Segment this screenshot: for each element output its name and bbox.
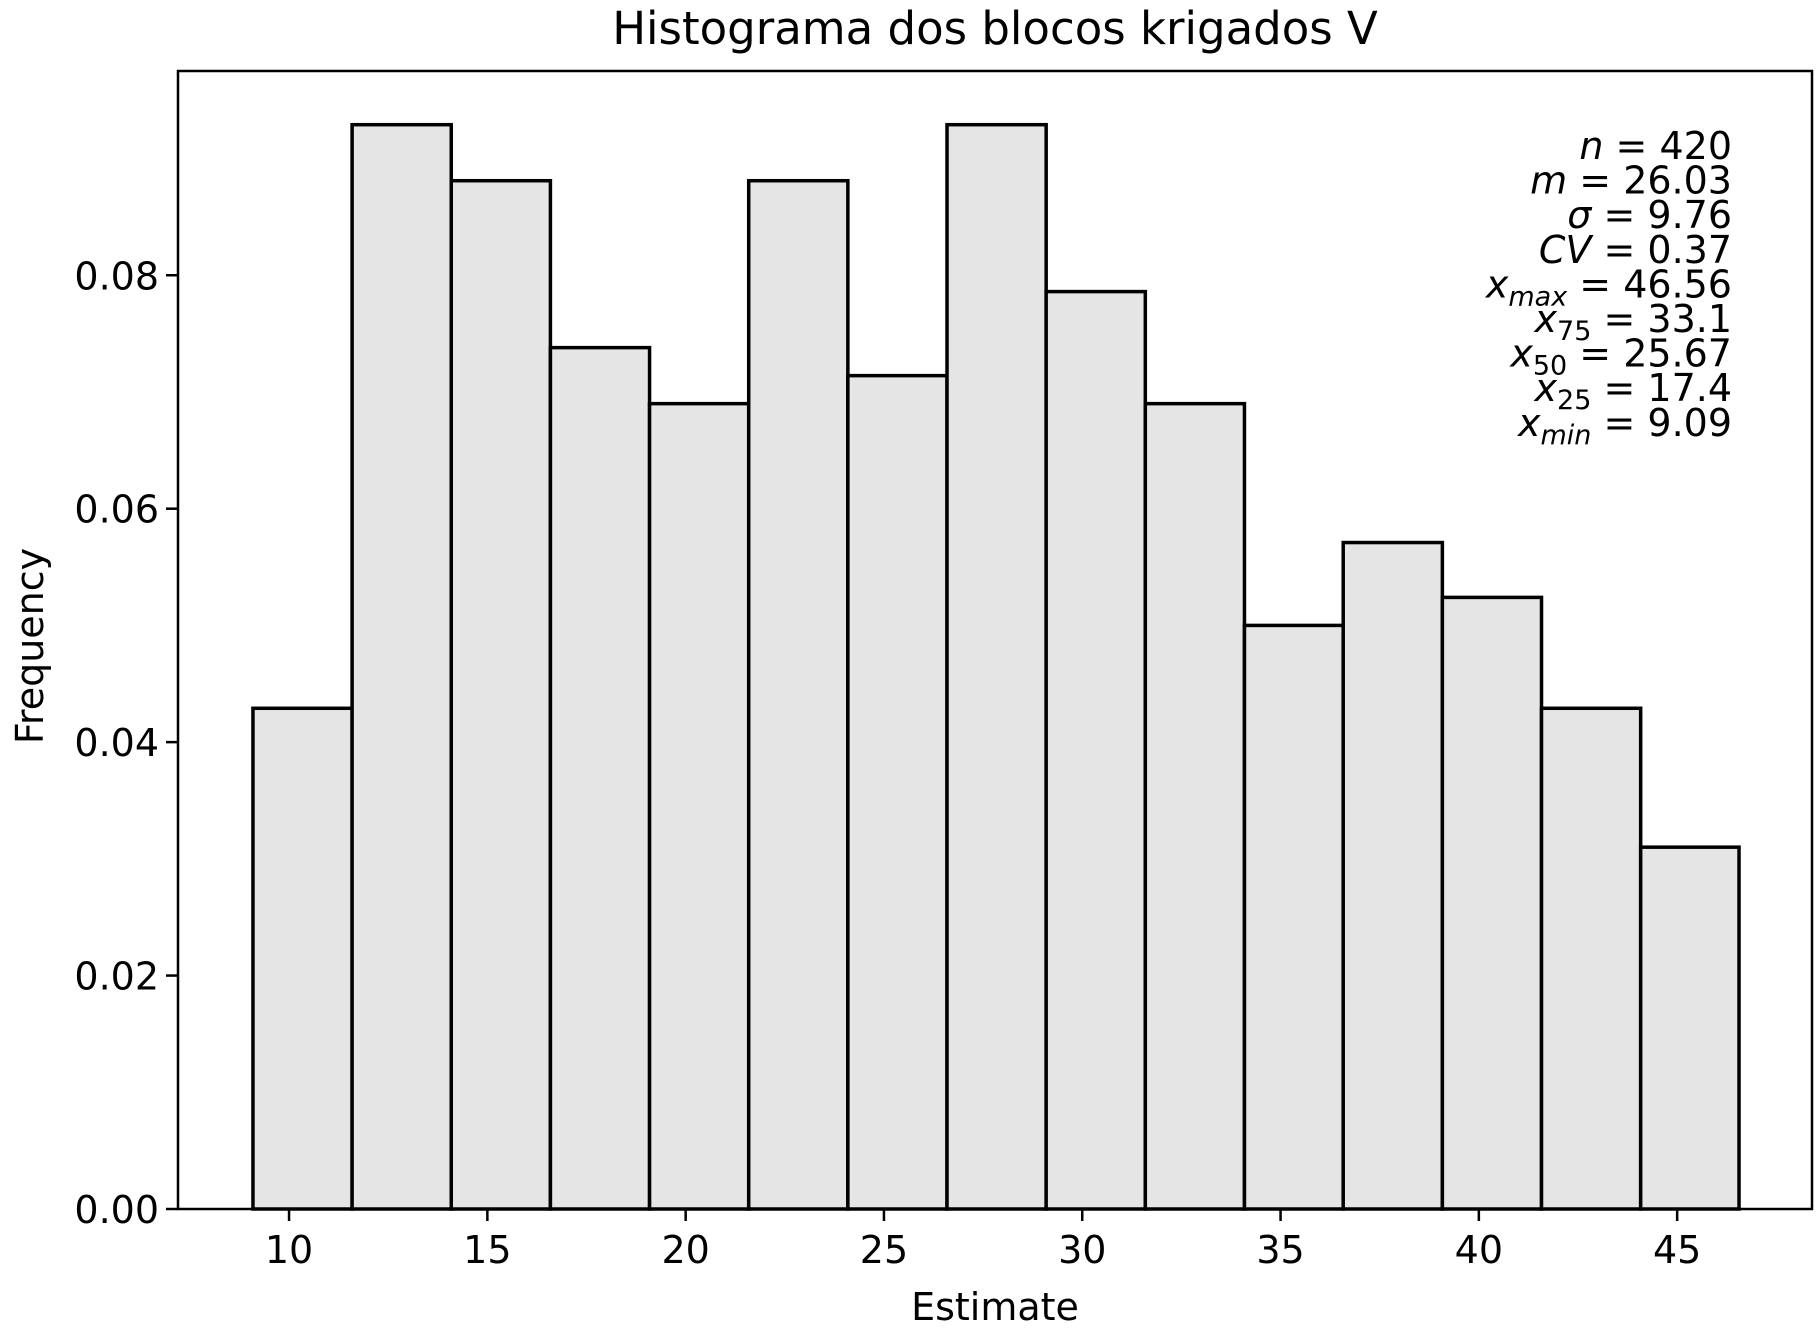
x-tick-label: 35: [1256, 1228, 1304, 1272]
x-tick-label: 15: [463, 1228, 511, 1272]
histogram-bar: [1242, 623, 1345, 1211]
y-tick-label: 0.00: [74, 1188, 159, 1232]
y-tick-label: 0.02: [74, 955, 159, 999]
stat-line: x25 = 17.4: [1534, 366, 1732, 416]
histogram-bar: [1143, 401, 1247, 1211]
histogram-bar: [350, 122, 454, 1211]
histogram-bar: [251, 706, 354, 1211]
histogram-bar: [945, 122, 1048, 1211]
x-tick-label: 45: [1653, 1228, 1701, 1272]
x-tick-label: 40: [1455, 1228, 1503, 1272]
histogram-bar: [1341, 540, 1445, 1211]
y-tick-label: 0.08: [74, 254, 159, 298]
histogram-bar: [1044, 289, 1148, 1211]
stat-line: m = 26.03: [1530, 159, 1732, 203]
x-axis-label: Estimate: [911, 1285, 1079, 1329]
histogram-bars: [251, 122, 1741, 1211]
x-tick-label: 25: [860, 1228, 908, 1272]
histogram-bar: [449, 178, 553, 1211]
stat-line: xmin = 9.09: [1517, 401, 1732, 451]
stat-line: σ = 9.76: [1567, 193, 1732, 237]
y-tick-label: 0.04: [74, 721, 159, 765]
stat-line: n = 420: [1579, 124, 1732, 168]
stat-line: xmax = 46.56: [1485, 262, 1732, 312]
stat-line: x50 = 25.67: [1509, 332, 1732, 382]
histogram-bar: [647, 401, 751, 1211]
histogram-bar: [746, 178, 850, 1211]
plot-frame: [176, 69, 1814, 1211]
y-axis-ticks: 0.00 0.02 0.04 0.06 0.08: [74, 254, 178, 1232]
chart-title: Histograma dos blocos krigados V: [612, 2, 1378, 55]
x-tick-label: 30: [1058, 1228, 1106, 1272]
x-tick-label: 10: [265, 1228, 313, 1272]
x-tick-label: 20: [661, 1228, 709, 1272]
stat-line: x75 = 33.1: [1534, 297, 1732, 347]
histogram-bar: [1638, 845, 1741, 1211]
histogram-bar: [1539, 706, 1643, 1211]
y-tick-label: 0.06: [74, 488, 159, 532]
stat-line: CV = 0.37: [1539, 228, 1732, 272]
histogram-bar: [548, 345, 652, 1211]
histogram-bar: [1440, 595, 1544, 1211]
histogram-bar: [846, 373, 949, 1211]
x-axis-ticks: 10 15 20 25 30 35 40 45: [265, 1209, 1701, 1272]
y-axis-label: Frequency: [8, 548, 52, 744]
